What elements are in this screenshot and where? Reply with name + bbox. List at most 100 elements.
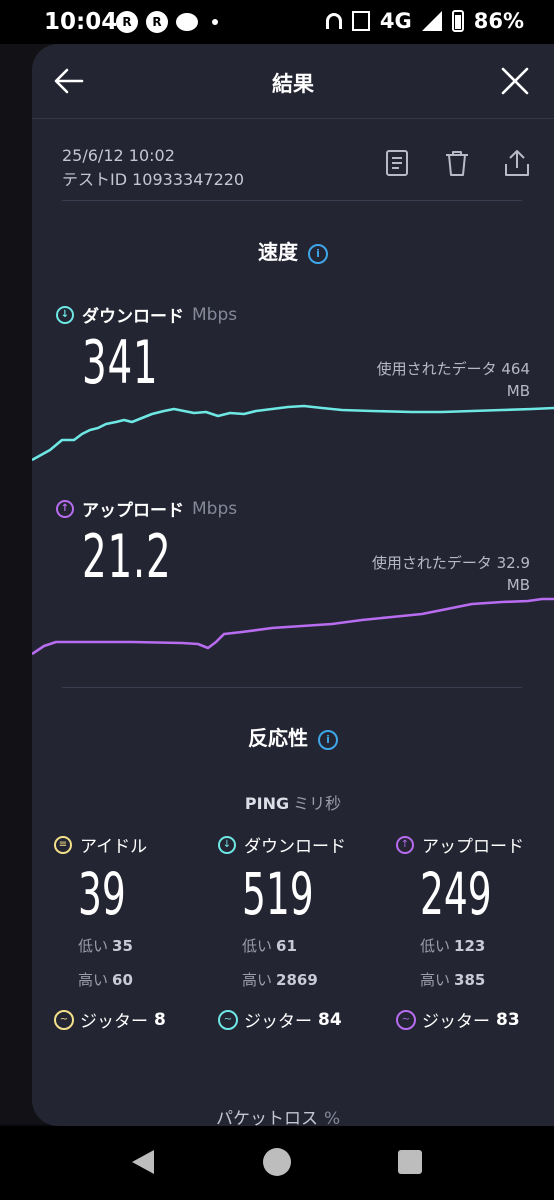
- download-low: 低い 61: [242, 929, 378, 963]
- nav-home-icon[interactable]: [263, 1148, 291, 1176]
- upload-jitter-value: 83: [496, 1009, 520, 1030]
- download-low-value: 61: [276, 937, 297, 955]
- low-label: 低い: [420, 937, 451, 955]
- latency-title: 反応性: [248, 726, 308, 750]
- navigation-bar: [0, 1126, 554, 1200]
- jitter-label: ジッター: [422, 1012, 490, 1032]
- low-label: 低い: [242, 937, 273, 955]
- high-label: 高い: [78, 971, 109, 989]
- upload-arrow-icon: ↑: [56, 499, 74, 518]
- upload-speed-graph: [32, 597, 554, 656]
- upload-high: 高い 385: [420, 963, 554, 997]
- document-icon[interactable]: [382, 148, 412, 178]
- rakuten-link-icon: R: [116, 11, 138, 33]
- jitter-wave-icon: ~: [396, 1009, 416, 1030]
- download-graph-line: [32, 404, 554, 462]
- idle-high-value: 60: [112, 971, 133, 989]
- upload-low: 低い 123: [420, 929, 554, 963]
- ping-download-column: ↓ ダウンロード 519 低い 61 高い 2869 ~ ジッター 84: [218, 832, 378, 1032]
- download-jitter: ~ ジッター 84: [218, 1007, 378, 1032]
- idle-icon: ≡: [54, 835, 72, 854]
- download-arrow-icon: ↓: [218, 835, 236, 854]
- speed-section-title: 速度 i: [32, 236, 554, 265]
- info-icon[interactable]: i: [318, 729, 338, 750]
- page-title: 結果: [272, 72, 314, 96]
- info-icon[interactable]: i: [308, 243, 328, 264]
- sheet-header: 結果: [32, 44, 554, 118]
- status-time: 10:04: [44, 9, 118, 35]
- close-icon[interactable]: [498, 64, 532, 98]
- divider: [62, 687, 522, 688]
- upload-data-used: 使用されたデータ 32.9 MB: [372, 552, 530, 596]
- ping-label: PING: [244, 794, 290, 813]
- upload-used-unit: MB: [506, 576, 530, 594]
- low-label: 低い: [78, 937, 109, 955]
- idle-ping-value: 39: [78, 860, 126, 928]
- idle-low-value: 35: [112, 937, 133, 955]
- upload-ping-value: 249: [420, 860, 492, 928]
- upload-used-label: 使用されたデータ 32.9: [371, 554, 530, 572]
- nav-recents-icon[interactable]: [398, 1150, 422, 1174]
- idle-low: 低い 35: [78, 929, 214, 963]
- rakuten-link-icon: R: [146, 11, 168, 33]
- download-speed-graph: [32, 404, 554, 462]
- upload-high-value: 385: [454, 971, 486, 989]
- ping-upload-label: アップロード: [422, 837, 524, 857]
- status-bar: 10:04 R R 4G 86%: [0, 0, 554, 44]
- download-arrow-icon: ↓: [56, 305, 74, 324]
- download-jitter-value: 84: [318, 1009, 342, 1030]
- divider: [62, 200, 522, 201]
- ping-header: PING ミリ秒: [32, 790, 554, 814]
- download-high: 高い 2869: [242, 963, 378, 997]
- trash-icon[interactable]: [442, 148, 472, 178]
- test-datetime: 25/6/12 10:02: [62, 146, 175, 165]
- download-ping-value: 519: [242, 860, 314, 928]
- packet-loss-unit: %: [324, 1109, 341, 1126]
- jitter-wave-icon: ~: [218, 1009, 238, 1030]
- download-speed-value: 341: [82, 328, 159, 398]
- upload-unit: Mbps: [192, 498, 238, 519]
- notification-icons: R R: [116, 11, 218, 33]
- download-label-row: ↓ ダウンロード Mbps: [56, 302, 237, 327]
- upload-label: アップロード: [82, 501, 184, 521]
- signal-icon: [421, 11, 442, 31]
- battery-icon: [451, 10, 464, 32]
- test-meta: 25/6/12 10:02 テストID 10933347220: [62, 144, 244, 192]
- jitter-label: ジッター: [80, 1012, 148, 1032]
- latency-section-title: 反応性 i: [32, 722, 554, 751]
- idle-high: 高い 60: [78, 963, 214, 997]
- download-label: ダウンロード: [82, 307, 184, 327]
- headphones-icon: [325, 13, 342, 29]
- packet-loss-label: パケットロス: [216, 1109, 318, 1126]
- ping-upload-column: ↑ アップロード 249 低い 123 高い 385 ~ ジッター 83: [396, 832, 554, 1032]
- download-unit: Mbps: [192, 304, 238, 325]
- high-label: 高い: [242, 971, 273, 989]
- battery-percent: 86%: [473, 9, 524, 33]
- jitter-wave-icon: ~: [54, 1009, 74, 1030]
- ping-idle-column: ≡ アイドル 39 低い 35 高い 60 ~ ジッター 8: [54, 832, 214, 1032]
- share-icon[interactable]: [502, 148, 532, 178]
- more-notifications-icon: [212, 19, 218, 25]
- download-used-label: 使用されたデータ 464: [376, 360, 530, 378]
- upload-jitter: ~ ジッター 83: [396, 1007, 554, 1032]
- download-high-value: 2869: [276, 971, 318, 989]
- system-icons: 4G 86%: [325, 9, 524, 33]
- idle-jitter: ~ ジッター 8: [54, 1007, 214, 1032]
- jitter-label: ジッター: [244, 1012, 312, 1032]
- packet-loss: パケットロス%: [216, 1104, 340, 1126]
- network-type: 4G: [379, 9, 412, 33]
- upload-arrow-icon: ↑: [396, 835, 414, 854]
- result-sheet: 結果 25/6/12 10:02 テストID 10933347220 速度 i ↓…: [32, 44, 554, 1126]
- upload-low-value: 123: [454, 937, 486, 955]
- nfc-icon: [351, 11, 370, 31]
- chat-icon: [176, 13, 198, 31]
- nav-back-icon[interactable]: [132, 1150, 154, 1174]
- high-label: 高い: [420, 971, 451, 989]
- arrow-left-icon[interactable]: [52, 64, 86, 98]
- idle-jitter-value: 8: [154, 1009, 166, 1030]
- header-divider: [32, 118, 554, 119]
- download-used-unit: MB: [506, 382, 530, 400]
- ping-unit: ミリ秒: [293, 794, 342, 813]
- upload-graph-line: [32, 597, 554, 656]
- test-id: テストID 10933347220: [62, 170, 245, 189]
